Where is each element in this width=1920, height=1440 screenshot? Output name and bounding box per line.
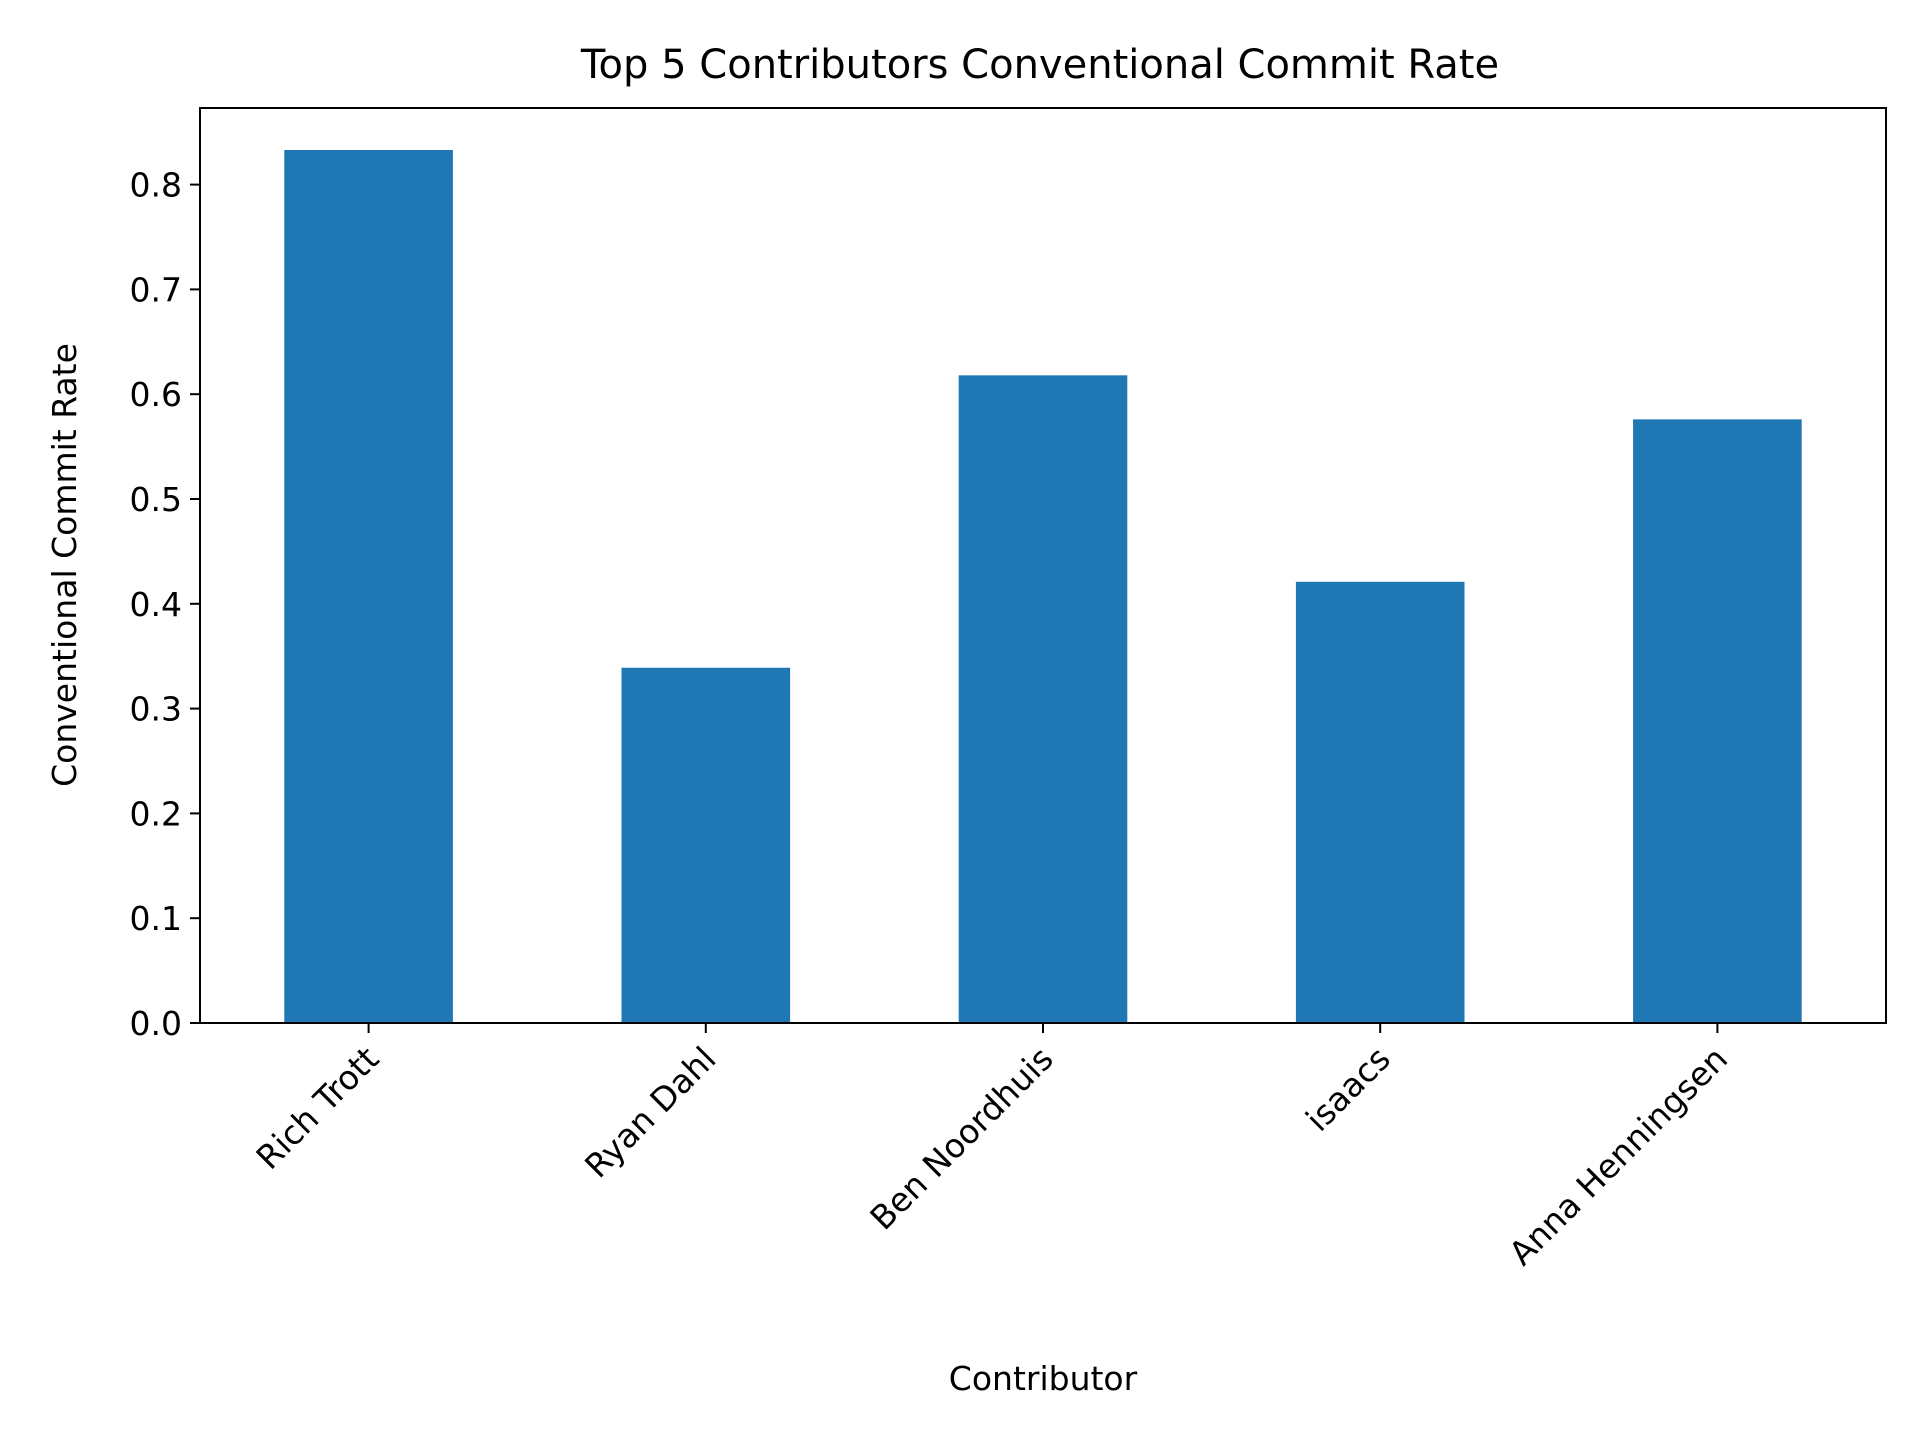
x-tick-label-2: Ben Noordhuis [862,1039,1060,1237]
chart-title: Top 5 Contributors Conventional Commit R… [580,42,1499,88]
bar-4 [1633,419,1802,1023]
x-tick-label-3: isaacs [1298,1039,1398,1139]
bar-3 [1295,581,1465,1023]
y-tick-label-1: 0.1 [130,899,182,938]
y-tick-label-5: 0.5 [130,480,182,519]
x-axis: Rich Trott Ryan Dahl Ben Noordhuis isaacs An… [248,1023,1735,1273]
y-axis: 0.0 0.1 0.2 0.3 0.4 0.5 0.6 0.7 0.8 [130,166,200,1043]
x-axis-label: Contributor [949,1359,1138,1398]
bar-0 [284,150,453,1024]
bar-2 [958,375,1128,1023]
y-tick-label-2: 0.2 [130,794,182,833]
y-axis-label: Conventional Commit Rate [45,343,84,787]
y-tick-label-0: 0.0 [130,1004,182,1043]
x-tick-label-0: Rich Trott [248,1039,386,1177]
x-tick-label-4: Anna Henningsen [1501,1039,1735,1273]
y-tick-label-8: 0.8 [130,166,182,205]
y-tick-label-3: 0.3 [130,690,182,729]
bars [284,150,1802,1024]
bar-1 [621,667,791,1023]
y-tick-label-7: 0.7 [130,270,182,309]
y-tick-label-6: 0.6 [130,375,182,414]
x-tick-label-1: Ryan Dahl [577,1039,723,1185]
y-tick-label-4: 0.4 [130,585,182,624]
